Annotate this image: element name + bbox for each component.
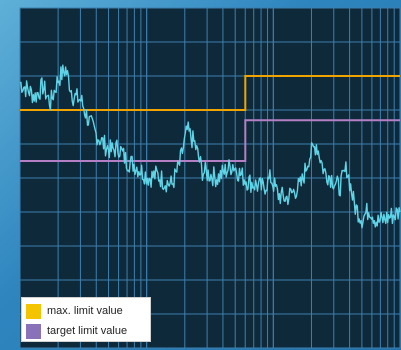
legend-item-target-limit: target limit value xyxy=(26,322,146,340)
plot-border xyxy=(19,7,401,349)
series-line-measured xyxy=(19,64,401,229)
chart-legend: max. limit value target limit value xyxy=(21,297,151,342)
legend-swatch-max-limit xyxy=(26,303,41,319)
legend-label-max-limit: max. limit value xyxy=(47,305,123,317)
legend-label-target-limit: target limit value xyxy=(47,325,128,337)
legend-item-max-limit: max. limit value xyxy=(26,302,146,320)
series-line-max-limit xyxy=(20,75,400,111)
legend-swatch-target-limit xyxy=(26,323,41,339)
